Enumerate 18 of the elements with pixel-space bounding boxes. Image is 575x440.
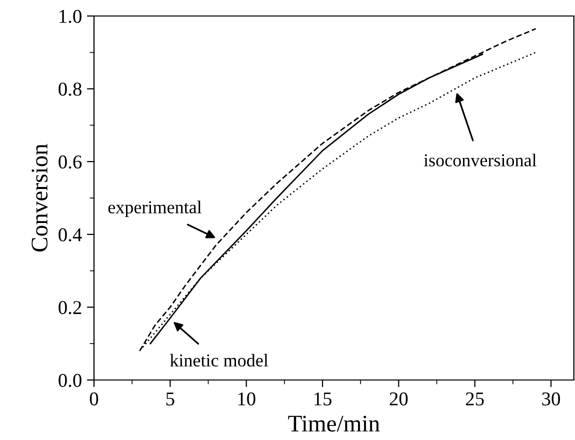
x-tick-label: 30 — [542, 392, 560, 406]
x-tick-label: 20 — [390, 392, 408, 406]
annotation: experimental — [108, 200, 202, 218]
annotation: isoconversional — [424, 154, 536, 166]
x-tick-label: 25 — [466, 392, 484, 406]
x-axis-title: Time/min — [288, 416, 380, 432]
x-tick-label: 5 — [166, 392, 174, 406]
y-tick-label: 0.8 — [58, 82, 82, 96]
x-tick-label: 10 — [238, 392, 256, 406]
x-tick-label: 15 — [314, 392, 332, 406]
y-tick-label: 1.0 — [60, 10, 82, 24]
x-tick-label: 0 — [90, 392, 98, 406]
y-tick-label: 0.6 — [58, 155, 82, 169]
y-tick-label: 0.2 — [58, 301, 82, 314]
y-tick-label: 0.0 — [58, 374, 82, 388]
y-tick-label: 0.4 — [58, 228, 82, 242]
annotation: kinetic model — [170, 354, 268, 367]
y-axis-title: Conversion — [32, 144, 48, 252]
